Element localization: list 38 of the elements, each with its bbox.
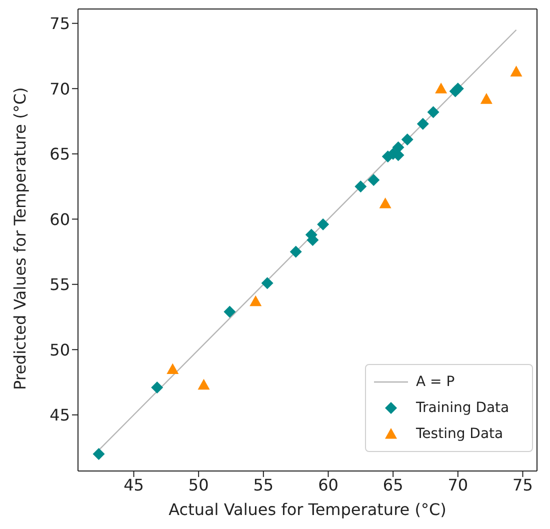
x-tick-label: 45 bbox=[124, 475, 144, 494]
point bbox=[317, 218, 330, 230]
point bbox=[379, 197, 392, 208]
legend-label: Testing Data bbox=[416, 426, 504, 442]
point bbox=[92, 448, 105, 460]
point bbox=[510, 66, 522, 76]
y-tick-label: 75 bbox=[50, 14, 70, 34]
point bbox=[166, 363, 179, 374]
y-tick-label: 50 bbox=[50, 340, 70, 360]
point bbox=[224, 306, 236, 318]
point bbox=[354, 180, 367, 192]
point bbox=[290, 246, 302, 258]
point bbox=[435, 82, 448, 94]
x-tick-label: 60 bbox=[318, 475, 338, 494]
y-axis-title: Predicted Values for Temperature (°C) bbox=[10, 87, 30, 390]
x-tick-label: 70 bbox=[448, 475, 468, 494]
y-tick-label: 45 bbox=[50, 406, 70, 425]
legend-label: Training Data bbox=[416, 400, 510, 416]
x-tick-label: 50 bbox=[188, 475, 209, 494]
point bbox=[480, 93, 492, 104]
point bbox=[368, 174, 380, 186]
legend-label: A = P bbox=[416, 374, 455, 390]
point bbox=[198, 378, 210, 390]
point bbox=[401, 134, 414, 146]
x-tick-label: 65 bbox=[382, 475, 404, 494]
point bbox=[452, 82, 464, 95]
x-tick-label: 75 bbox=[512, 475, 533, 494]
point bbox=[416, 118, 429, 130]
x-axis-title: Actual Values for Temperature (°C) bbox=[168, 500, 446, 519]
point bbox=[261, 277, 274, 290]
point bbox=[427, 106, 440, 118]
y-tick-label: 70 bbox=[50, 79, 70, 98]
x-tick-label: 55 bbox=[253, 475, 274, 494]
y-tick-label: 60 bbox=[50, 210, 70, 229]
y-tick-label: 55 bbox=[50, 275, 70, 294]
point bbox=[151, 381, 164, 394]
y-tick-label: 65 bbox=[50, 144, 70, 164]
point bbox=[250, 295, 262, 306]
